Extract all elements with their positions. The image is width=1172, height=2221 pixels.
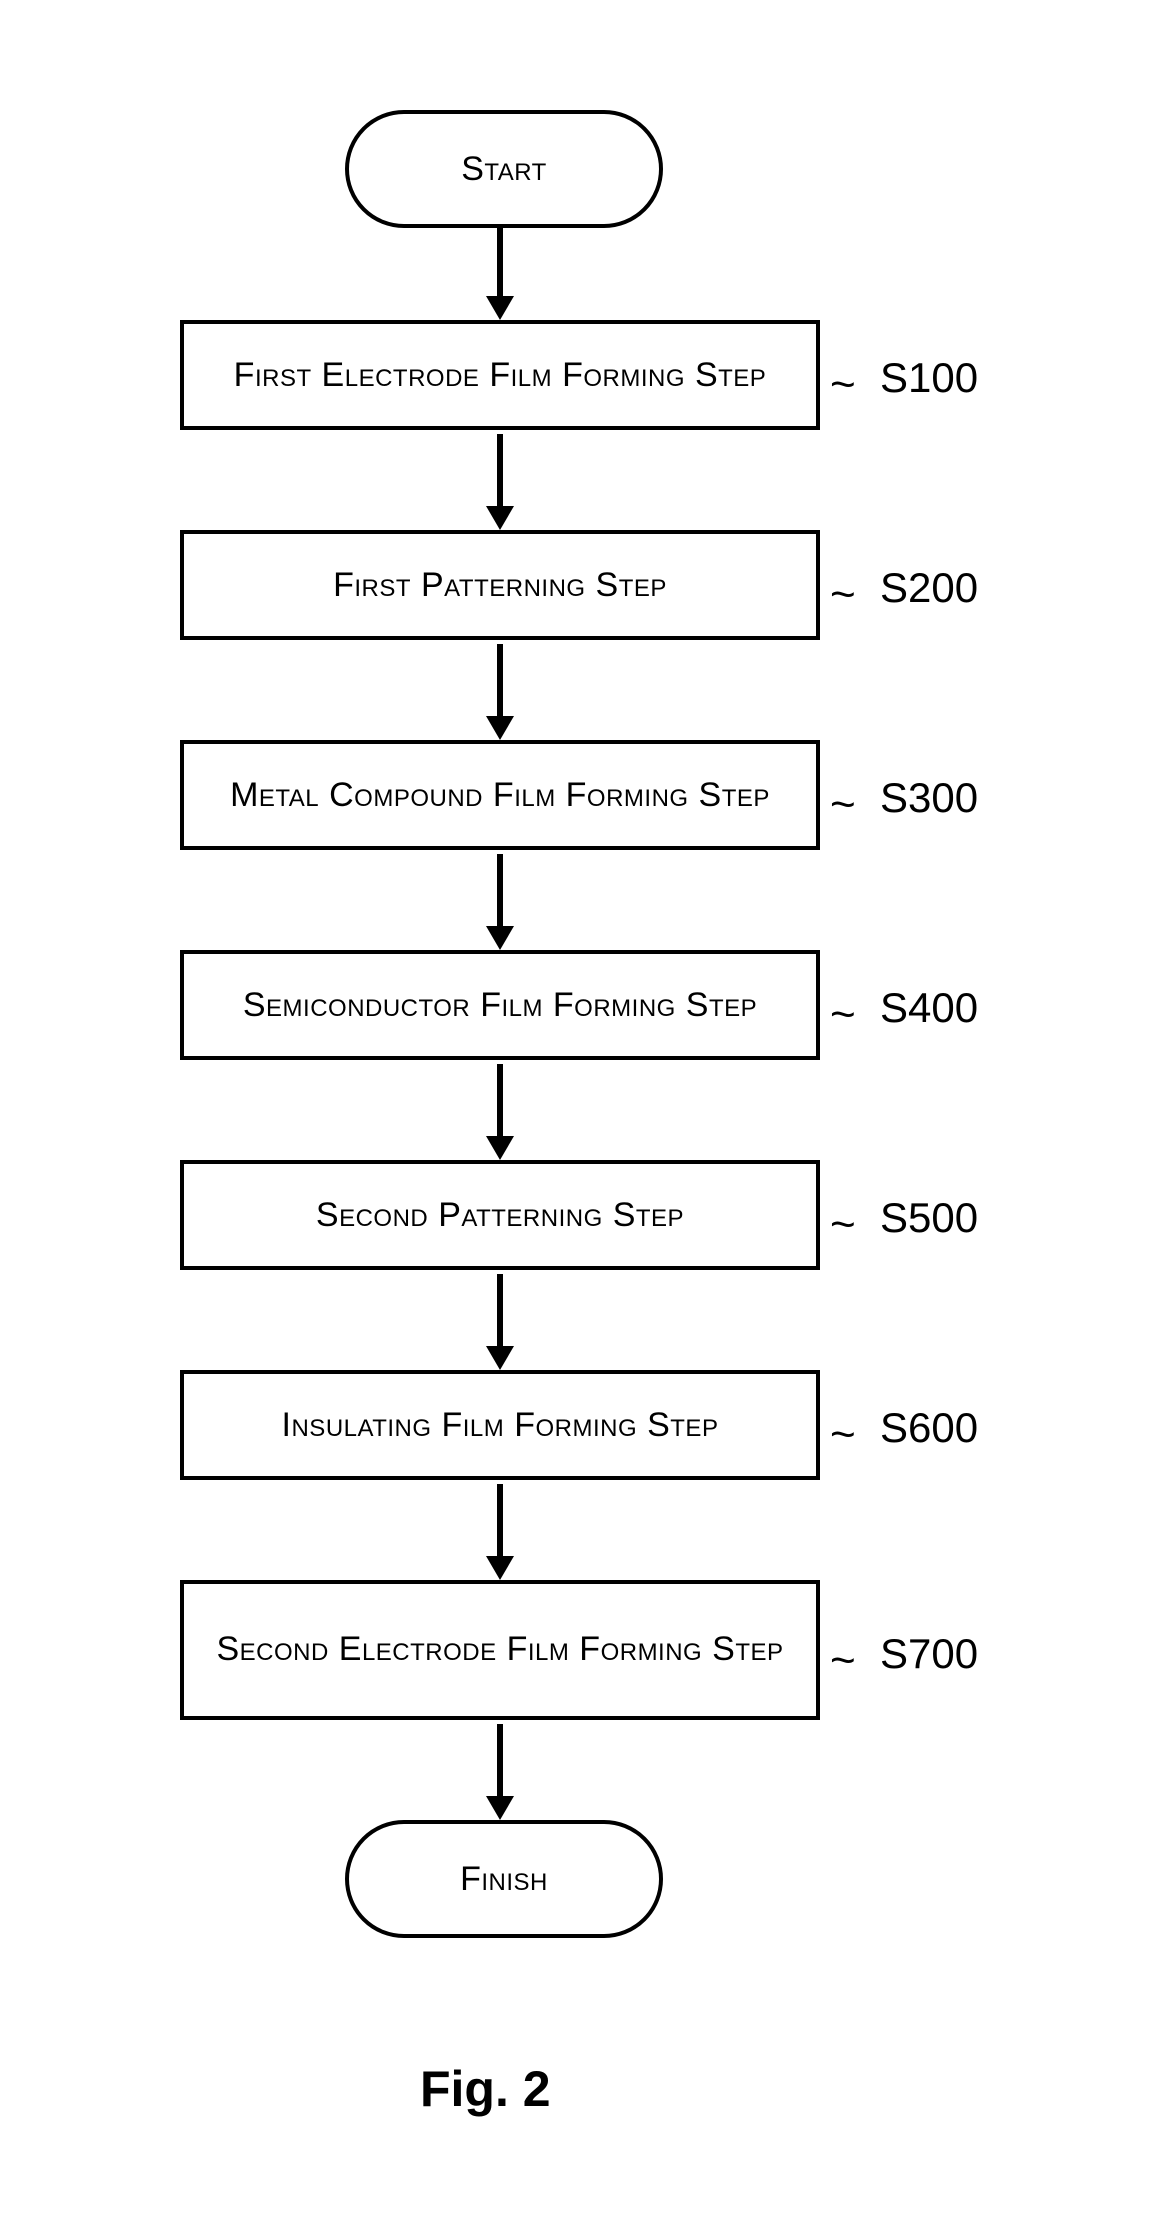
arrow-shaft (497, 1724, 503, 1796)
process-s400: Semiconductor Film Forming Step (180, 950, 820, 1060)
connector-tilde: ~ (830, 360, 856, 410)
process-s200-label: First Patterning Step (333, 566, 667, 605)
arrow-shaft (497, 644, 503, 716)
arrow-head-icon (486, 1136, 514, 1160)
process-s500-label: Second Patterning Step (316, 1196, 684, 1235)
process-s300-label: Metal Compound Film Forming Step (230, 776, 770, 815)
flowchart-canvas: Start First Electrode Film Forming Step … (0, 0, 1172, 2221)
process-s600-label: Insulating Film Forming Step (282, 1406, 719, 1445)
arrow-shaft (497, 1484, 503, 1556)
terminator-start-label: Start (461, 150, 547, 189)
step-label-s700: S700 (880, 1630, 978, 1678)
step-label-s100: S100 (880, 354, 978, 402)
process-s100-label: First Electrode Film Forming Step (234, 356, 767, 395)
step-label-s200: S200 (880, 564, 978, 612)
process-s400-label: Semiconductor Film Forming Step (243, 986, 757, 1025)
arrow-head-icon (486, 926, 514, 950)
connector-tilde: ~ (830, 1636, 856, 1686)
arrow-head-icon (486, 1346, 514, 1370)
process-s300: Metal Compound Film Forming Step (180, 740, 820, 850)
step-label-s400: S400 (880, 984, 978, 1032)
connector-tilde: ~ (830, 1410, 856, 1460)
terminator-finish: Finish (345, 1820, 663, 1938)
process-s100: First Electrode Film Forming Step (180, 320, 820, 430)
process-s200: First Patterning Step (180, 530, 820, 640)
arrow-shaft (497, 1064, 503, 1136)
arrow-head-icon (486, 1556, 514, 1580)
connector-tilde: ~ (830, 570, 856, 620)
process-s500: Second Patterning Step (180, 1160, 820, 1270)
arrow-head-icon (486, 296, 514, 320)
process-s700: Second Electrode Film Forming Step (180, 1580, 820, 1720)
connector-tilde: ~ (830, 780, 856, 830)
arrow-head-icon (486, 506, 514, 530)
terminator-finish-label: Finish (460, 1860, 548, 1899)
step-label-s600: S600 (880, 1404, 978, 1452)
process-s700-label: Second Electrode Film Forming Step (216, 1630, 783, 1669)
process-s600: Insulating Film Forming Step (180, 1370, 820, 1480)
connector-tilde: ~ (830, 990, 856, 1040)
figure-caption: Fig. 2 (420, 2060, 551, 2118)
arrow-head-icon (486, 716, 514, 740)
step-label-s500: S500 (880, 1194, 978, 1242)
arrow-shaft (497, 434, 503, 506)
arrow-shaft (497, 854, 503, 926)
connector-tilde: ~ (830, 1200, 856, 1250)
terminator-start: Start (345, 110, 663, 228)
arrow-shaft (497, 224, 503, 296)
arrow-head-icon (486, 1796, 514, 1820)
arrow-shaft (497, 1274, 503, 1346)
step-label-s300: S300 (880, 774, 978, 822)
